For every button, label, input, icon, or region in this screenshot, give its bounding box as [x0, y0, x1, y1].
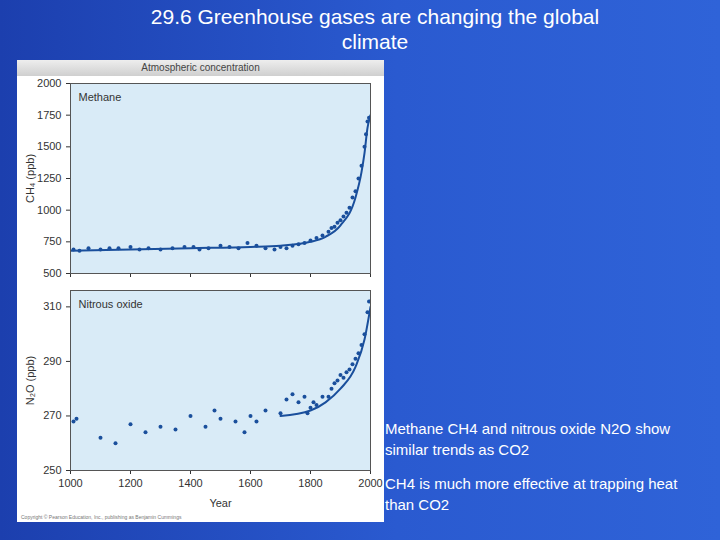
html-text:Copyright © Pearson Education,: Copyright © Pearson Education, Inc., pub…: [21, 514, 182, 520]
svg-text:1400: 1400: [178, 477, 202, 489]
svg-text:Nitrous oxide: Nitrous oxide: [79, 298, 143, 310]
svg-text:1200: 1200: [118, 477, 142, 489]
html-text:Methane CH4 and nitrous oxide: Methane CH4 and nitrous oxide N2O show s…: [385, 420, 671, 458]
svg-text:1250: 1250: [37, 172, 61, 184]
svg-text:1600: 1600: [238, 477, 262, 489]
svg-text:290: 290: [43, 355, 61, 367]
svg-text:N₂O (ppb): N₂O (ppb): [24, 356, 36, 406]
svg-text:250: 250: [43, 464, 61, 476]
svg-text:1000: 1000: [37, 204, 61, 216]
svg-text:310: 310: [43, 300, 61, 312]
svg-text:CH₄ (ppb): CH₄ (ppb): [24, 154, 36, 203]
svg-text:2000: 2000: [37, 77, 61, 89]
svg-text:1800: 1800: [298, 477, 322, 489]
html-text:29.6 Greenhouse gases are chan: 29.6 Greenhouse gases are changing the g…: [150, 5, 600, 53]
svg-text:270: 270: [43, 409, 61, 421]
svg-text:1750: 1750: [37, 109, 61, 121]
svg-text:1000: 1000: [58, 477, 82, 489]
svg-text:500: 500: [43, 267, 61, 279]
svg-text:Methane: Methane: [79, 91, 122, 103]
svg-text:2000: 2000: [358, 477, 382, 489]
svg-text:750: 750: [43, 235, 61, 247]
html-text:Atmospheric concentration: Atmospheric concentration: [141, 62, 260, 73]
svg-text:1500: 1500: [37, 140, 61, 152]
html-text:CH4 is much more effective at: CH4 is much more effective at trapping h…: [385, 475, 678, 513]
svg-text:Year: Year: [209, 497, 232, 509]
